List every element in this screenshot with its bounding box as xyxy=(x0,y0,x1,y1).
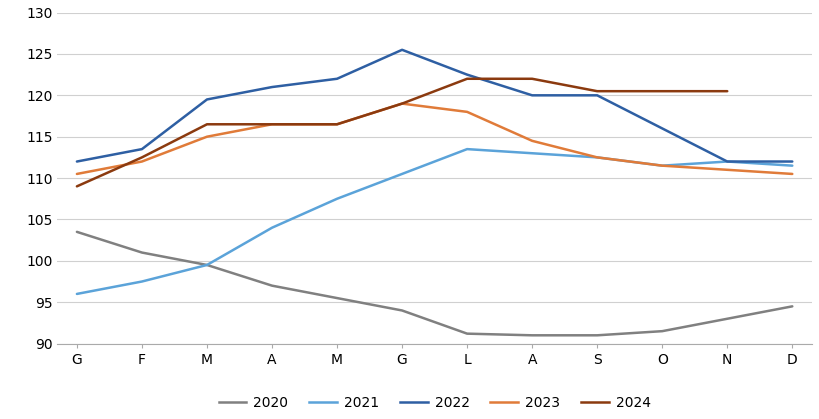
2022 xyxy=(657,126,667,131)
2021 xyxy=(786,163,796,168)
2024 xyxy=(527,76,536,81)
2021 xyxy=(657,163,667,168)
Line: 2022: 2022 xyxy=(77,50,791,161)
2021 xyxy=(462,147,472,152)
2024 xyxy=(462,76,472,81)
2022 xyxy=(722,159,731,164)
2024 xyxy=(137,155,147,160)
2022 xyxy=(137,147,147,152)
2020 xyxy=(786,304,796,309)
Line: 2020: 2020 xyxy=(77,232,791,335)
2021 xyxy=(137,279,147,284)
2024 xyxy=(722,89,731,94)
2021 xyxy=(722,159,731,164)
2021 xyxy=(527,151,536,156)
2022 xyxy=(332,76,342,81)
2023 xyxy=(657,163,667,168)
2024 xyxy=(201,122,211,127)
2020 xyxy=(396,308,406,313)
2022 xyxy=(462,72,472,77)
2022 xyxy=(267,85,277,90)
2024 xyxy=(657,89,667,94)
2023 xyxy=(332,122,342,127)
2021 xyxy=(201,262,211,267)
2023 xyxy=(267,122,277,127)
2024 xyxy=(72,184,82,189)
2024 xyxy=(332,122,342,127)
2021 xyxy=(332,196,342,201)
2023 xyxy=(72,171,82,176)
2020 xyxy=(591,333,601,338)
2020 xyxy=(657,328,667,334)
2022 xyxy=(527,93,536,98)
2022 xyxy=(72,159,82,164)
2022 xyxy=(786,159,796,164)
2021 xyxy=(591,155,601,160)
Line: 2021: 2021 xyxy=(77,149,791,294)
2023 xyxy=(137,159,147,164)
2023 xyxy=(786,171,796,176)
Legend: 2020, 2021, 2022, 2023, 2024: 2020, 2021, 2022, 2023, 2024 xyxy=(213,390,655,415)
2022 xyxy=(591,93,601,98)
Line: 2024: 2024 xyxy=(77,79,726,186)
2024 xyxy=(396,101,406,106)
2024 xyxy=(591,89,601,94)
Line: 2023: 2023 xyxy=(77,103,791,174)
2023 xyxy=(201,134,211,139)
2020 xyxy=(267,283,277,288)
2023 xyxy=(527,138,536,143)
2021 xyxy=(72,292,82,297)
2023 xyxy=(462,109,472,114)
2020 xyxy=(462,331,472,336)
2020 xyxy=(137,250,147,255)
2021 xyxy=(267,225,277,230)
2020 xyxy=(201,262,211,267)
2023 xyxy=(591,155,601,160)
2020 xyxy=(72,229,82,234)
2020 xyxy=(332,295,342,300)
2020 xyxy=(527,333,536,338)
2023 xyxy=(722,167,731,172)
2022 xyxy=(201,97,211,102)
2022 xyxy=(396,47,406,52)
2021 xyxy=(396,171,406,176)
2024 xyxy=(267,122,277,127)
2023 xyxy=(396,101,406,106)
